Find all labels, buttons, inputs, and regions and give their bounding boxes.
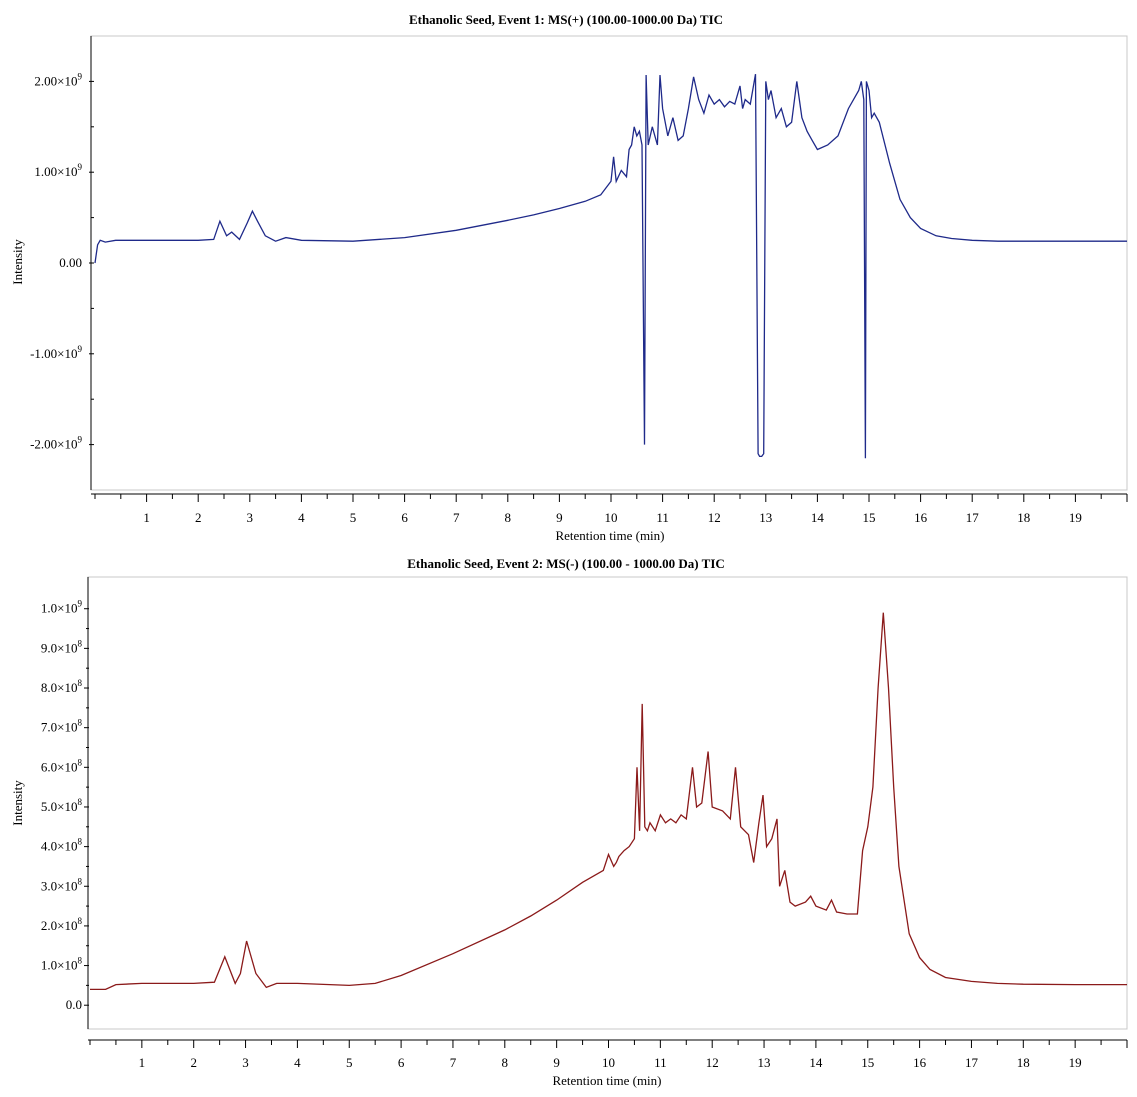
y-axis-label: Intensity [10, 780, 25, 826]
x-tick-label: 17 [966, 510, 980, 525]
x-tick-label: 11 [654, 1055, 667, 1070]
x-axis-label: Retention time (min) [552, 1073, 661, 1088]
x-tick-label: 10 [602, 1055, 615, 1070]
x-tick-label: 12 [706, 1055, 719, 1070]
x-tick-label: 8 [505, 510, 512, 525]
plot-frame [90, 35, 1128, 491]
x-tick-label: 5 [346, 1055, 353, 1070]
x-tick-label: 9 [553, 1055, 560, 1070]
x-tick-label: 16 [913, 1055, 927, 1070]
x-axis-label: Retention time (min) [555, 528, 664, 543]
x-tick-group: 1 2 3 4 5 6 7 8 9 10 11 12 13 14 15 16 17 18 19 [89, 1040, 1128, 1070]
plot-frame [87, 576, 1128, 1030]
x-tick-label: 19 [1069, 510, 1082, 525]
x-tick-label: 11 [656, 510, 669, 525]
x-tick-label: 14 [809, 1055, 823, 1070]
x-tick-label: 15 [861, 1055, 874, 1070]
x-tick-label: 3 [242, 1055, 249, 1070]
x-tick-label: 6 [401, 510, 408, 525]
x-tick-label: 19 [1069, 1055, 1082, 1070]
x-tick-label: 1 [139, 1055, 146, 1070]
y-tick-label: 6.0×108 [41, 757, 83, 774]
x-tick-label: 5 [350, 510, 357, 525]
series-line-tic-negative [90, 612, 1127, 991]
y-tick-label: 1.00×109 [34, 162, 82, 179]
x-tick-label: 8 [502, 1055, 509, 1070]
x-tick-label: 7 [453, 510, 460, 525]
y-tick-group: 1.0×109 9.0×108 8.0×108 7.0×108 6.0×108 5.0×1… [41, 599, 89, 1012]
y-tick-label: 9.0×108 [41, 638, 83, 655]
x-tick-label: 13 [759, 510, 772, 525]
chart-title: Ethanolic Seed, Event 1: MS(+) (100.00-1… [409, 12, 723, 27]
x-tick-label: 3 [247, 510, 254, 525]
y-tick-label: 5.0×108 [41, 797, 83, 814]
y-tick-label: 0.00 [59, 255, 82, 270]
chart-title: Ethanolic Seed, Event 2: MS(-) (100.00 -… [407, 556, 725, 571]
x-tick-label: 2 [190, 1055, 197, 1070]
y-tick-label: 7.0×108 [41, 718, 83, 735]
x-tick-label: 6 [398, 1055, 405, 1070]
x-tick-label: 4 [298, 510, 305, 525]
x-tick-label: 15 [863, 510, 876, 525]
chart-panel-negative: Ethanolic Seed, Event 2: MS(-) (100.00 -… [10, 556, 1128, 1088]
y-tick-label: 2.00×109 [34, 71, 82, 88]
y-tick-label: -1.00×109 [30, 344, 82, 361]
y-tick-label: -2.00×109 [30, 435, 82, 452]
y-tick-label: 8.0×108 [41, 678, 83, 695]
y-tick-label: 4.0×108 [41, 837, 83, 854]
x-tick-label: 18 [1017, 510, 1030, 525]
y-tick-label: 2.0×108 [41, 916, 83, 933]
y-tick-group: 2.00×109 1.00×109 0.00 -1.00×109 -2.00×109 [30, 71, 94, 452]
x-tick-label: 2 [195, 510, 202, 525]
x-tick-label: 4 [294, 1055, 301, 1070]
x-tick-label: 14 [811, 510, 825, 525]
y-tick-label: 3.0×108 [41, 876, 83, 893]
y-tick-label: 1.0×109 [41, 599, 83, 616]
x-tick-label: 17 [965, 1055, 979, 1070]
chart-panel-positive: Ethanolic Seed, Event 1: MS(+) (100.00-1… [10, 12, 1128, 543]
x-tick-label: 10 [605, 510, 618, 525]
x-tick-label: 12 [708, 510, 721, 525]
x-tick-label: 7 [450, 1055, 457, 1070]
y-tick-label: 0.0 [66, 997, 82, 1012]
x-tick-label: 13 [758, 1055, 771, 1070]
x-tick-label: 9 [556, 510, 563, 525]
x-tick-label: 1 [143, 510, 150, 525]
x-tick-label: 18 [1017, 1055, 1030, 1070]
x-tick-label: 16 [914, 510, 928, 525]
series-line-tic-positive [94, 73, 1127, 459]
x-tick-group: 1 2 3 4 5 6 7 8 9 10 11 12 13 14 15 16 17 18 19 [94, 494, 1128, 525]
y-tick-label: 1.0×108 [41, 956, 83, 973]
y-axis-label: Intensity [10, 239, 25, 285]
